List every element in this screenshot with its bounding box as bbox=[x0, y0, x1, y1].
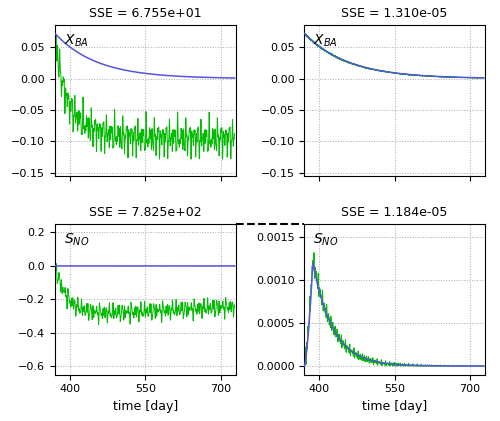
Title: SSE = 6.755e+01: SSE = 6.755e+01 bbox=[89, 7, 202, 20]
Text: $X_{BA}$: $X_{BA}$ bbox=[64, 33, 89, 49]
Text: $S_{NO}$: $S_{NO}$ bbox=[314, 232, 338, 248]
Text: $X_{BA}$: $X_{BA}$ bbox=[314, 33, 338, 49]
Text: $S_{NO}$: $S_{NO}$ bbox=[64, 232, 90, 248]
X-axis label: time [day]: time [day] bbox=[362, 400, 428, 413]
Title: SSE = 7.825e+02: SSE = 7.825e+02 bbox=[89, 206, 202, 219]
Title: SSE = 1.310e-05: SSE = 1.310e-05 bbox=[342, 7, 448, 20]
Title: SSE = 1.184e-05: SSE = 1.184e-05 bbox=[342, 206, 448, 219]
X-axis label: time [day]: time [day] bbox=[112, 400, 178, 413]
